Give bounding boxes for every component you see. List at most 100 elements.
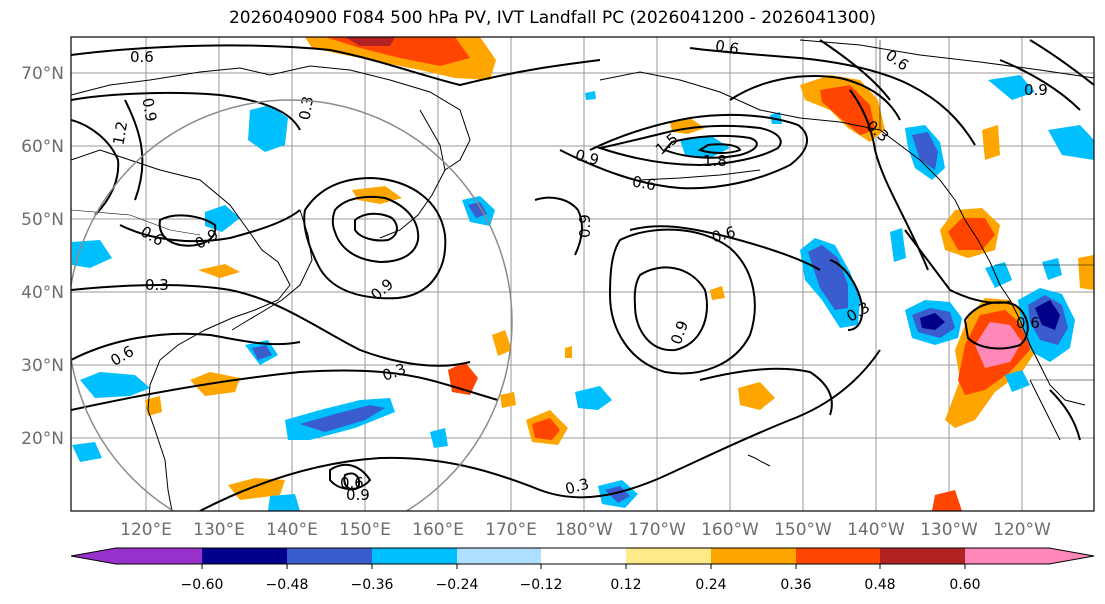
cb-label-1: −0.48 (266, 577, 309, 593)
contour-west-us-loop (963, 301, 1029, 350)
coast-alaska (599, 71, 1086, 406)
cb-label-2: −0.36 (351, 577, 394, 593)
contour-0.3-southern (71, 369, 499, 411)
colorbar-segment-2 (287, 548, 372, 564)
cb-label-6: 0.24 (695, 577, 726, 593)
contour-label-0.6-e: 0.6 (710, 223, 738, 247)
contour-label-0.6-d: 0.6 (340, 474, 364, 492)
colorbar-segment-9 (880, 548, 965, 564)
shaded-anomalies (72, 37, 1094, 511)
anomaly-positive-bc-core (948, 218, 995, 250)
contour-label-0.9-f: 0.9 (573, 146, 601, 170)
contour-0.6-arctic (71, 44, 601, 87)
map-frame (70, 36, 1095, 512)
contour-0.6-canada (819, 39, 891, 101)
lon-label-140e: 140°E (266, 520, 318, 540)
colorbar-segment-1 (202, 548, 287, 564)
anomaly-negative-siberia (248, 105, 288, 152)
anomaly-negative-hawaii (575, 386, 612, 410)
cb-label-0: −0.60 (181, 577, 224, 593)
anomaly-negative-baja (1005, 370, 1030, 392)
anomaly-positive-arctic-peak (345, 37, 395, 46)
contour-0.3-alaska-gulf (849, 89, 929, 271)
contour-label-0.9-e: 0.9 (576, 214, 594, 238)
anomaly-positive-midpac-1 (492, 330, 512, 356)
coast-asia-east (71, 149, 291, 511)
coast-kamchatka (379, 109, 446, 239)
contour-label-1.8: 1.8 (703, 152, 727, 170)
anomaly-negative-pac-e (890, 228, 906, 262)
contour-0.3-canada-e (1029, 39, 1094, 86)
contour-label-0.6-i: 0.6 (1016, 314, 1040, 332)
anomaly-negative-sea (268, 494, 300, 511)
cb-label-7: 0.36 (780, 577, 811, 593)
contour-0.6-aleutian (559, 113, 808, 190)
lon-label-170w: 170°W (628, 520, 686, 540)
contour-1.2-west (71, 119, 120, 216)
anomaly-positive-nm (1078, 255, 1094, 290)
borders (71, 40, 1094, 381)
contour-0.9-datelinewest (534, 196, 583, 256)
coast-hawaii (747, 454, 771, 467)
anomaly-positive-tiny (565, 346, 572, 358)
lat-label-60: 60°N (21, 137, 64, 157)
contour-0.3-siberia (71, 91, 301, 131)
contour-label-0.9-a: 0.9 (138, 96, 160, 123)
anomaly-positive-canada (982, 125, 1000, 160)
contour-0.3-deep-south (199, 349, 881, 511)
coast-asia-north (71, 65, 471, 171)
anomaly-negative-china-w (72, 240, 112, 268)
border-china-mongolia (71, 209, 201, 236)
colorbar-segment-0 (71, 548, 202, 564)
anomaly-negative-beaufort (770, 112, 782, 124)
landfall-region-circle (71, 99, 513, 511)
contour-0.9-aleutian (596, 125, 782, 167)
contour-0.3-pacific (71, 284, 471, 367)
anomaly-negative-ne-pac-peak (920, 313, 945, 330)
lat-label-20: 20°N (21, 429, 64, 449)
contour-1.2-kuril-core (354, 212, 398, 242)
anomaly-positive-nwpac-2-core (532, 418, 560, 440)
contour-labels: 0.6 0.3 0.9 1.2 0.6 0.9 0.3 0.6 0.9 0.3 … (107, 36, 1048, 504)
anomaly-negative-kuril-core (468, 202, 487, 218)
contour-label-0.6-g: 0.6 (714, 36, 741, 58)
lon-label-150w: 150°W (774, 520, 832, 540)
anomaly-negative-gulf-ak-core (912, 132, 938, 170)
coast-canada-north (799, 39, 1094, 79)
lon-label-160w: 160°W (701, 520, 759, 540)
contour-0.9-south (343, 472, 361, 491)
lat-label-50: 50°N (21, 210, 64, 230)
contour-label-0.6-f: 0.6 (631, 172, 658, 194)
contour-0.6-kuril-ring (331, 195, 420, 264)
anomaly-positive-sw (932, 490, 962, 511)
contour-0.3-sw (699, 367, 833, 416)
lat-label-40: 40°N (21, 283, 64, 303)
cb-label-5: 0.12 (610, 577, 641, 593)
lon-label-130e: 130°E (193, 520, 245, 540)
anomaly-positive-china-2 (145, 396, 162, 416)
anomaly-positive-hawaii-n (738, 382, 775, 410)
colorbar: −0.60 −0.48 −0.36 −0.24 −0.12 0.12 0.24 … (70, 547, 1095, 593)
contour-0.9-midpac-low (633, 266, 708, 352)
anomaly-positive-phil (228, 478, 285, 500)
contour-0.6-lower (71, 332, 301, 361)
contour-label-0.3-f: 0.3 (563, 475, 591, 499)
anomaly-positive-westcoast-peak (975, 322, 1022, 368)
colorbar-segment-10 (965, 548, 1094, 564)
anomaly-negative-central-core (808, 245, 848, 310)
colorbar-ticks (201, 564, 966, 569)
contour-0.9-kuril-low (303, 176, 447, 300)
map-panel (71, 37, 1094, 511)
anomaly-negative-nw-us (985, 262, 1012, 288)
colorbar-segment-5 (541, 548, 626, 564)
longitude-labels: 120°E 130°E 140°E 150°E 160°E 170°E 180°… (120, 520, 1051, 540)
coast-baja (1029, 379, 1061, 441)
lon-label-150e: 150°E (339, 520, 391, 540)
anomaly-positive-alaska-core (820, 85, 875, 135)
contour-0.6-sw-us (1049, 389, 1081, 441)
contour-0.9-kam-small (158, 214, 217, 247)
lon-label-170e: 170°E (485, 520, 537, 540)
latitude-labels: 70°N 60°N 50°N 40°N 30°N 20°N (21, 64, 64, 449)
anomaly-positive-japan (198, 264, 240, 278)
